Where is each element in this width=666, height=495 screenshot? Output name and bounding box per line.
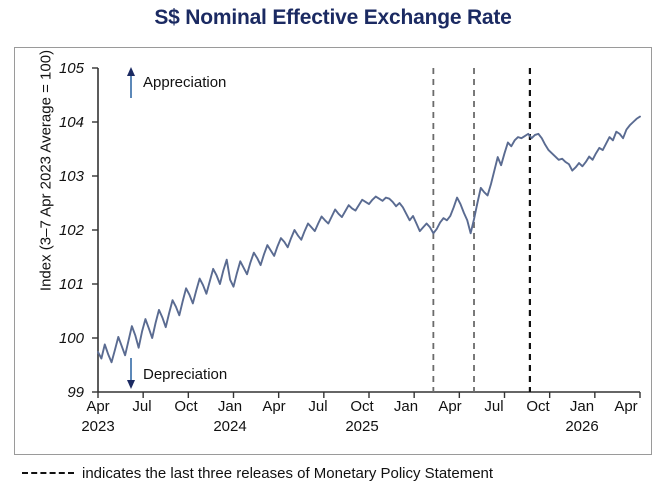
y-tick-102: 102 [58,222,84,239]
x-year-2026: 2026 [565,418,599,435]
x-tick-12: Apr [614,398,638,415]
chart-title: S$ Nominal Effective Exchange Rate [154,6,512,29]
x-year-2023: 2023 [81,418,115,435]
y-tick-103: 103 [58,168,84,185]
y-tick-104: 104 [58,114,84,131]
footnote-text: indicates the last three releases of Mon… [82,465,494,482]
x-year-2025: 2025 [345,418,379,435]
x-tick-11: Jan [569,398,595,415]
y-tick-100: 100 [58,330,84,347]
x-tick-5: Jul [308,398,328,415]
x-tick-6: Oct [350,398,374,415]
x-year-2024: 2024 [213,418,247,435]
x-tick-10: Oct [526,398,550,415]
y-tick-101: 101 [58,276,84,293]
x-tick-2: Oct [174,398,198,415]
x-tick-7: Jan [393,398,419,415]
x-tick-4: Apr [262,398,286,415]
y-tick-105: 105 [58,60,84,77]
x-tick-8: Apr [438,398,462,415]
x-tick-9: Jul [484,398,504,415]
depreciation-label: Depreciation [143,366,228,383]
x-tick-0: Apr [86,398,110,415]
x-tick-1: Jul [132,398,152,415]
y-tick-99: 99 [67,384,84,401]
x-tick-3: Jan [217,398,243,415]
footnote-dash-icon [22,472,74,474]
plot-frame [14,47,652,455]
appreciation-label: Appreciation [143,74,227,91]
